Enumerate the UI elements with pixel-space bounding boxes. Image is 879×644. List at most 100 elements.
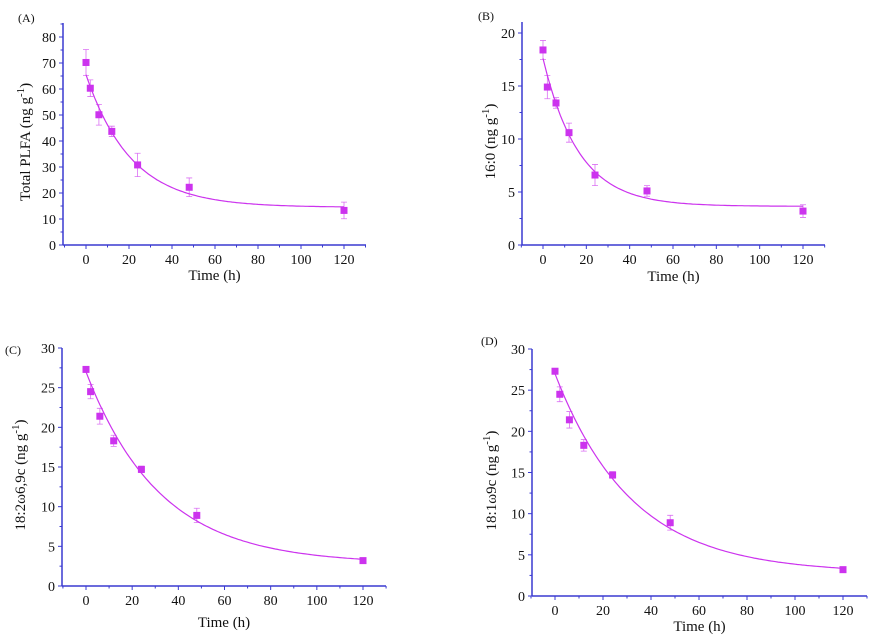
y-tick-label: 0 xyxy=(49,239,56,254)
fit-curve xyxy=(85,74,345,208)
data-point xyxy=(839,566,847,574)
x-tick-label: 100 xyxy=(785,604,806,619)
data-point xyxy=(340,206,348,214)
x-tick-label: 0 xyxy=(83,594,90,609)
x-tick-label: 80 xyxy=(709,253,723,268)
data-point xyxy=(565,129,573,137)
x-tick-label: 120 xyxy=(793,253,814,268)
data-point xyxy=(134,161,142,169)
y-axis-label-main: 16:0 (ng g xyxy=(483,117,499,179)
panel-a: 0 20 40 60 80 100 120 0 10 20 30 40 50 60 70 80 (A) Time … xyxy=(15,11,366,284)
y-tick-label: 5 xyxy=(508,186,515,201)
y-tick-label: 5 xyxy=(518,549,525,564)
y-tick-label: 0 xyxy=(518,590,525,605)
data-point xyxy=(799,207,807,215)
fit-curve xyxy=(554,373,844,569)
y-tick-label: 10 xyxy=(501,133,515,148)
panel-label: (C) xyxy=(5,343,21,357)
fit-curve xyxy=(542,58,803,207)
x-axis-label: Time (h) xyxy=(188,268,240,284)
data-point xyxy=(82,365,90,373)
x-tick-label: 80 xyxy=(740,604,754,619)
y-tick-label: 30 xyxy=(42,161,56,176)
data-point xyxy=(666,519,674,527)
y-tick-label: 15 xyxy=(41,461,55,476)
data-point xyxy=(96,412,104,420)
y-axis-label-end: ) xyxy=(13,419,29,424)
y-tick-label: 80 xyxy=(42,31,56,46)
data-point xyxy=(556,390,564,398)
y-tick-label: 25 xyxy=(511,384,525,399)
y-tick-label: 5 xyxy=(48,540,55,555)
data-point xyxy=(359,557,367,565)
x-tick-label: 120 xyxy=(833,604,854,619)
data-point xyxy=(95,111,103,119)
data-point xyxy=(580,441,588,449)
y-axis-label: Total PLFA (ng g-1) xyxy=(15,83,34,201)
y-axis-label-end: ) xyxy=(18,83,34,88)
x-tick-label: 20 xyxy=(596,604,610,619)
y-tick-label: 0 xyxy=(48,580,55,595)
x-tick-label: 40 xyxy=(644,604,658,619)
y-axis-label: 18:2ω6,9c (ng g-1) xyxy=(10,419,29,530)
fit-curve xyxy=(85,371,364,560)
y-tick-label: 20 xyxy=(501,27,515,42)
data-point xyxy=(643,187,651,195)
y-tick-label: 30 xyxy=(511,343,525,358)
x-axis-label: Time (h) xyxy=(198,615,250,631)
y-tick-label: 60 xyxy=(42,83,56,98)
y-tick-label: 15 xyxy=(501,80,515,95)
y-tick-label: 10 xyxy=(41,501,55,516)
y-axis-label-main: 18:1ω9c (ng g xyxy=(484,444,500,530)
data-point xyxy=(551,367,559,375)
x-tick-label: 120 xyxy=(334,253,355,268)
panel-label: (B) xyxy=(478,9,494,23)
y-axis-label-sup: -1 xyxy=(481,436,493,445)
data-point xyxy=(565,416,573,424)
y-axis-label-main: 18:2ω6,9c (ng g xyxy=(13,433,29,530)
data-point xyxy=(543,83,551,91)
y-tick-label: 20 xyxy=(511,425,525,440)
x-axis-label: Time (h) xyxy=(673,619,725,635)
y-axis-label-sup: -1 xyxy=(10,424,22,433)
data-point xyxy=(82,58,90,66)
data-point xyxy=(591,171,599,179)
data-point xyxy=(137,465,145,473)
y-axis-label-end: ) xyxy=(484,431,500,436)
y-tick-label: 25 xyxy=(41,382,55,397)
panel-b: 0 20 40 60 80 100 120 0 5 10 15 20 (B) Time (h) 16:0 (… xyxy=(478,9,826,285)
data-point xyxy=(185,183,193,191)
panel-c: 0 20 40 60 80 100 120 0 5 10 15 20 25 30 (C) Time (h) 18… xyxy=(5,342,387,631)
y-tick-label: 10 xyxy=(511,508,525,523)
y-tick-label: 0 xyxy=(508,239,515,254)
x-tick-label: 40 xyxy=(171,594,185,609)
y-axis-label-main: Total PLFA (ng g xyxy=(18,97,34,202)
data-point xyxy=(87,388,95,396)
x-tick-label: 60 xyxy=(666,253,680,268)
y-axis-label-end: ) xyxy=(483,104,499,109)
y-tick-label: 70 xyxy=(42,57,56,72)
data-point xyxy=(552,99,560,107)
x-tick-label: 0 xyxy=(552,604,559,619)
x-tick-label: 120 xyxy=(353,594,374,609)
x-tick-label: 20 xyxy=(122,253,136,268)
y-axis-label-sup: -1 xyxy=(15,88,27,97)
x-tick-label: 80 xyxy=(251,253,265,268)
y-tick-label: 20 xyxy=(41,421,55,436)
data-point xyxy=(193,511,201,519)
data-point xyxy=(110,437,118,445)
panel-label: (A) xyxy=(18,11,35,25)
x-tick-label: 40 xyxy=(165,253,179,268)
x-tick-label: 20 xyxy=(579,253,593,268)
x-tick-label: 0 xyxy=(83,253,90,268)
x-tick-label: 60 xyxy=(208,253,222,268)
y-tick-label: 40 xyxy=(42,135,56,150)
panel-d: 0 20 40 60 80 100 120 0 5 10 15 20 25 30 (D) Time (h) 18… xyxy=(481,334,868,635)
x-tick-label: 100 xyxy=(749,253,770,268)
panel-label: (D) xyxy=(481,334,498,348)
y-tick-label: 10 xyxy=(42,213,56,228)
y-axis-label: 16:0 (ng g-1) xyxy=(480,104,499,180)
x-tick-label: 60 xyxy=(218,594,232,609)
y-tick-label: 20 xyxy=(42,187,56,202)
